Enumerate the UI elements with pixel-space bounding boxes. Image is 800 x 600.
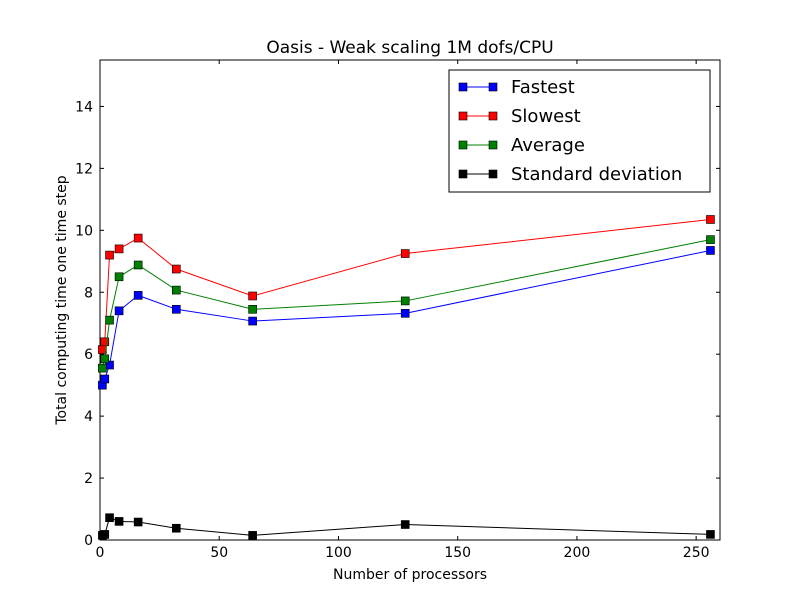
legend-marker-average: [458, 140, 468, 150]
legend-label-slowest: Slowest: [511, 106, 581, 127]
data-point-fastest: [706, 246, 715, 255]
data-point-average: [172, 285, 181, 295]
chart-title: Oasis - Weak scaling 1M dofs/CPU: [266, 38, 553, 58]
legend-label-standard-deviation: Standard deviation: [511, 164, 682, 185]
data-point-fastest: [100, 374, 110, 384]
x-tick-label: 250: [683, 545, 710, 561]
legend-marker-fastest: [458, 82, 468, 92]
legend: Fastest Slowest Average Standard deviation: [448, 69, 711, 193]
data-point-fastest: [248, 316, 257, 326]
x-tick-label: 100: [325, 545, 352, 561]
data-point-slowest: [172, 264, 181, 274]
legend-marker-average: [488, 140, 498, 150]
data-point-standard-deviation: [172, 523, 181, 533]
y-tick-label: 10: [75, 223, 93, 239]
legend-marker-standard-deviation: [488, 169, 498, 179]
data-point-slowest: [105, 250, 114, 260]
legend-label-fastest: Fastest: [511, 77, 575, 98]
data-point-slowest: [248, 291, 257, 301]
x-tick-label: 200: [564, 545, 591, 561]
data-point-slowest: [100, 337, 110, 347]
y-tick-label: 12: [75, 161, 93, 177]
y-tick-label: 2: [84, 471, 93, 487]
data-point-average: [98, 363, 107, 373]
data-point-standard-deviation: [706, 530, 715, 539]
data-point-average: [133, 260, 143, 270]
legend-marker-fastest: [488, 82, 498, 92]
data-point-fastest: [114, 306, 124, 316]
data-point-average: [114, 272, 124, 282]
y-axis-label: Total computing time one time step: [54, 175, 70, 425]
data-point-standard-deviation: [105, 513, 114, 523]
data-point-average: [400, 296, 410, 306]
legend-marker-standard-deviation: [458, 169, 468, 179]
data-point-standard-deviation: [133, 517, 143, 527]
legend-label-average: Average: [511, 135, 585, 156]
y-tick-label: 14: [75, 99, 93, 115]
legend-marker-slowest: [488, 111, 498, 121]
data-point-average: [105, 315, 114, 325]
y-tick-label: 8: [84, 285, 93, 301]
data-point-fastest: [133, 291, 143, 300]
x-tick-label: 0: [96, 545, 105, 561]
data-point-slowest: [114, 244, 124, 254]
data-point-standard-deviation: [114, 517, 124, 526]
plot-frame: [99, 59, 721, 541]
data-point-average: [706, 235, 715, 244]
x-tick-label: 50: [210, 545, 228, 561]
x-axis-label: Number of processors: [333, 567, 487, 583]
plot-area: 0 50 100 150 200 250 0 2 4 6 8 10 12 14: [75, 59, 721, 561]
data-point-slowest: [133, 233, 143, 243]
y-tick-label: 4: [84, 409, 93, 425]
data-point-fastest: [400, 309, 410, 318]
data-point-slowest: [400, 249, 410, 258]
data-point-fastest: [172, 304, 181, 314]
data-point-standard-deviation: [400, 520, 410, 529]
data-point-slowest: [706, 215, 715, 224]
data-point-average: [100, 354, 110, 364]
y-tick-label: 6: [84, 347, 93, 363]
y-tick-label: 0: [84, 533, 93, 549]
data-point-average: [248, 304, 257, 314]
series-line-slowest: [101, 218, 711, 350]
legend-marker-slowest: [458, 111, 468, 121]
data-point-standard-deviation: [248, 531, 257, 540]
x-tick-label: 150: [444, 545, 471, 561]
data-point-standard-deviation: [100, 530, 110, 539]
series-line-fastest: [101, 249, 711, 386]
